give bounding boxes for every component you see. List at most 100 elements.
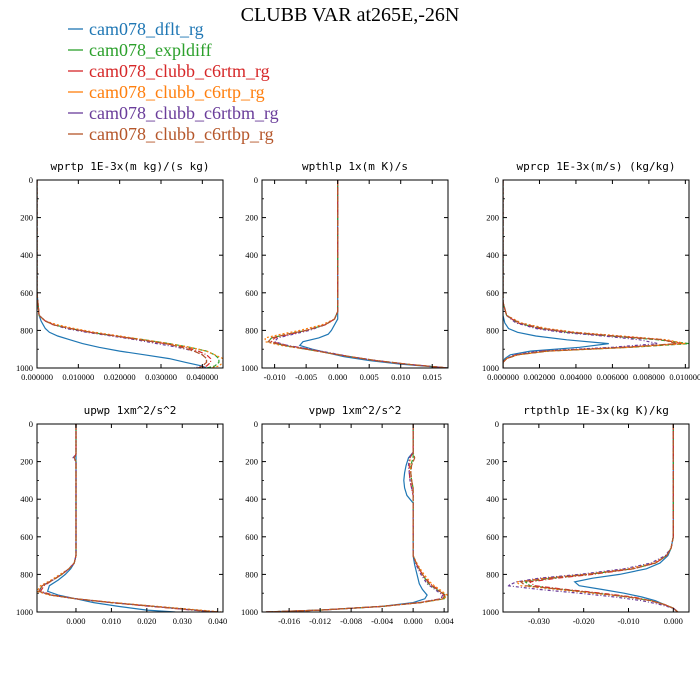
x-tick-label: -0.020 [573,616,595,626]
y-tick-label: 200 [20,213,33,223]
plot-frame [502,423,690,613]
series-line [37,424,218,612]
series-line [265,424,428,612]
series-line [519,424,679,612]
y-tick-label: 1000 [482,607,499,617]
y-tick-label: 400 [245,494,258,504]
y-tick-label: 1000 [16,363,33,373]
x-tick-label: 0.030 [173,616,192,626]
y-tick-label: 400 [486,494,499,504]
series-line [265,424,444,612]
series-line [265,424,448,612]
series-line [37,180,208,368]
x-tick-label: 0.004000 [560,372,592,382]
legend-entry: cam078_expldiff [68,40,212,60]
legend-label: cam078_clubb_c6rtm_rg [89,61,270,81]
y-tick-label: 800 [20,325,33,335]
x-tick-label: 0.008000 [633,372,665,382]
legend-entry: cam078_dflt_rg [68,19,204,39]
series-line [514,424,679,612]
series-line [37,424,218,612]
panel: vpwp 1xm^2/s^2 0 200 400 600 800 1000 -0.016 -0.… [241,404,454,626]
x-tick-label: 0.005 [360,372,379,382]
x-tick-label: 0.000 [66,616,85,626]
series-line [37,180,208,368]
series-line [273,180,448,368]
series-line [39,424,218,612]
panels: wprtp 1E-3x(m kg)/(s kg) 0 200 400 600 800 100… [16,160,700,626]
y-tick-label: 600 [20,532,33,542]
x-tick-label: 0.020 [137,616,156,626]
y-tick-label: 800 [486,325,499,335]
legend-label: cam078_clubb_c6rtbm_rg [89,103,279,123]
y-tick-label: 0 [495,419,499,429]
y-tick-label: 400 [20,250,33,260]
series-line [503,180,682,368]
series-line [37,180,212,368]
x-tick-label: 0.030000 [145,372,177,382]
legend-label: cam078_clubb_c6rtp_rg [89,82,265,102]
series-line [573,424,679,612]
y-tick-label: 800 [245,569,258,579]
x-tick-label: -0.010 [618,616,640,626]
series-group [37,424,222,612]
y-tick-label: 200 [486,457,499,467]
x-tick-label: 0.004 [435,616,455,626]
y-tick-label: 400 [20,494,33,504]
panel-title: wprtp 1E-3x(m kg)/(s kg) [51,160,210,173]
x-tick-label: -0.005 [295,372,317,382]
x-tick-label: 0.000 [328,372,347,382]
series-line [503,180,609,368]
x-tick-label: -0.004 [371,616,394,626]
x-tick-label: 0.010 [391,372,410,382]
series-line [503,180,677,368]
panel: wprcp 1E-3x(m/s) (kg/kg) 0 200 400 600 800 100… [482,160,700,382]
panel-title: upwp 1xm^2/s^2 [84,404,177,417]
figure-title: CLUBB VAR at265E,-26N [241,4,460,26]
panel: upwp 1xm^2/s^2 0 200 400 600 800 1000 0.000 0.01… [16,404,227,626]
legend-entry: cam078_clubb_c6rtm_rg [68,61,270,81]
x-tick-label: 0.040000 [186,372,218,382]
panel-title: wprcp 1E-3x(m/s) (kg/kg) [517,160,676,173]
series-group [505,424,679,612]
panel: wpthlp 1x(m K)/s 0 200 400 600 800 1000 -0.010-… [241,160,449,382]
y-tick-label: 400 [245,250,258,260]
series-line [37,180,207,368]
x-tick-label: 0.000 [664,616,683,626]
series-line [37,180,223,368]
series-line [46,424,176,612]
y-tick-label: 800 [486,569,499,579]
y-tick-label: 0 [29,175,33,185]
legend-label: cam078_expldiff [89,40,212,60]
plot-frame [36,423,224,613]
x-tick-label: -0.012 [309,616,331,626]
x-tick-label: -0.008 [340,616,362,626]
y-tick-label: 1000 [241,607,258,617]
y-tick-label: 200 [20,457,33,467]
legend: cam078_dflt_rgcam078_expldiffcam078_club… [68,19,279,144]
panel: rtpthlp 1E-3x(kg K)/kg 0 200 400 600 800 1000 -… [482,404,690,626]
series-group [37,180,223,368]
y-tick-label: 600 [245,288,258,298]
y-tick-label: 0 [495,175,499,185]
y-tick-label: 600 [20,288,33,298]
x-tick-label: 0.010 [102,616,121,626]
x-tick-label: 0.040 [208,616,227,626]
series-group [264,180,448,368]
series-line [37,424,218,612]
x-tick-label: 0.010000 [62,372,94,382]
x-tick-label: 0.002000 [524,372,556,382]
series-line [265,424,445,612]
series-line [523,424,679,612]
y-tick-label: 800 [245,325,258,335]
legend-label: cam078_dflt_rg [89,19,204,39]
y-tick-label: 1000 [16,607,33,617]
x-tick-label: 0.000000 [21,372,53,382]
series-line [528,424,679,612]
y-tick-label: 800 [20,569,33,579]
series-line [265,424,446,612]
y-tick-label: 600 [486,288,499,298]
plot-frame [36,179,224,369]
plot-frame [261,179,449,369]
